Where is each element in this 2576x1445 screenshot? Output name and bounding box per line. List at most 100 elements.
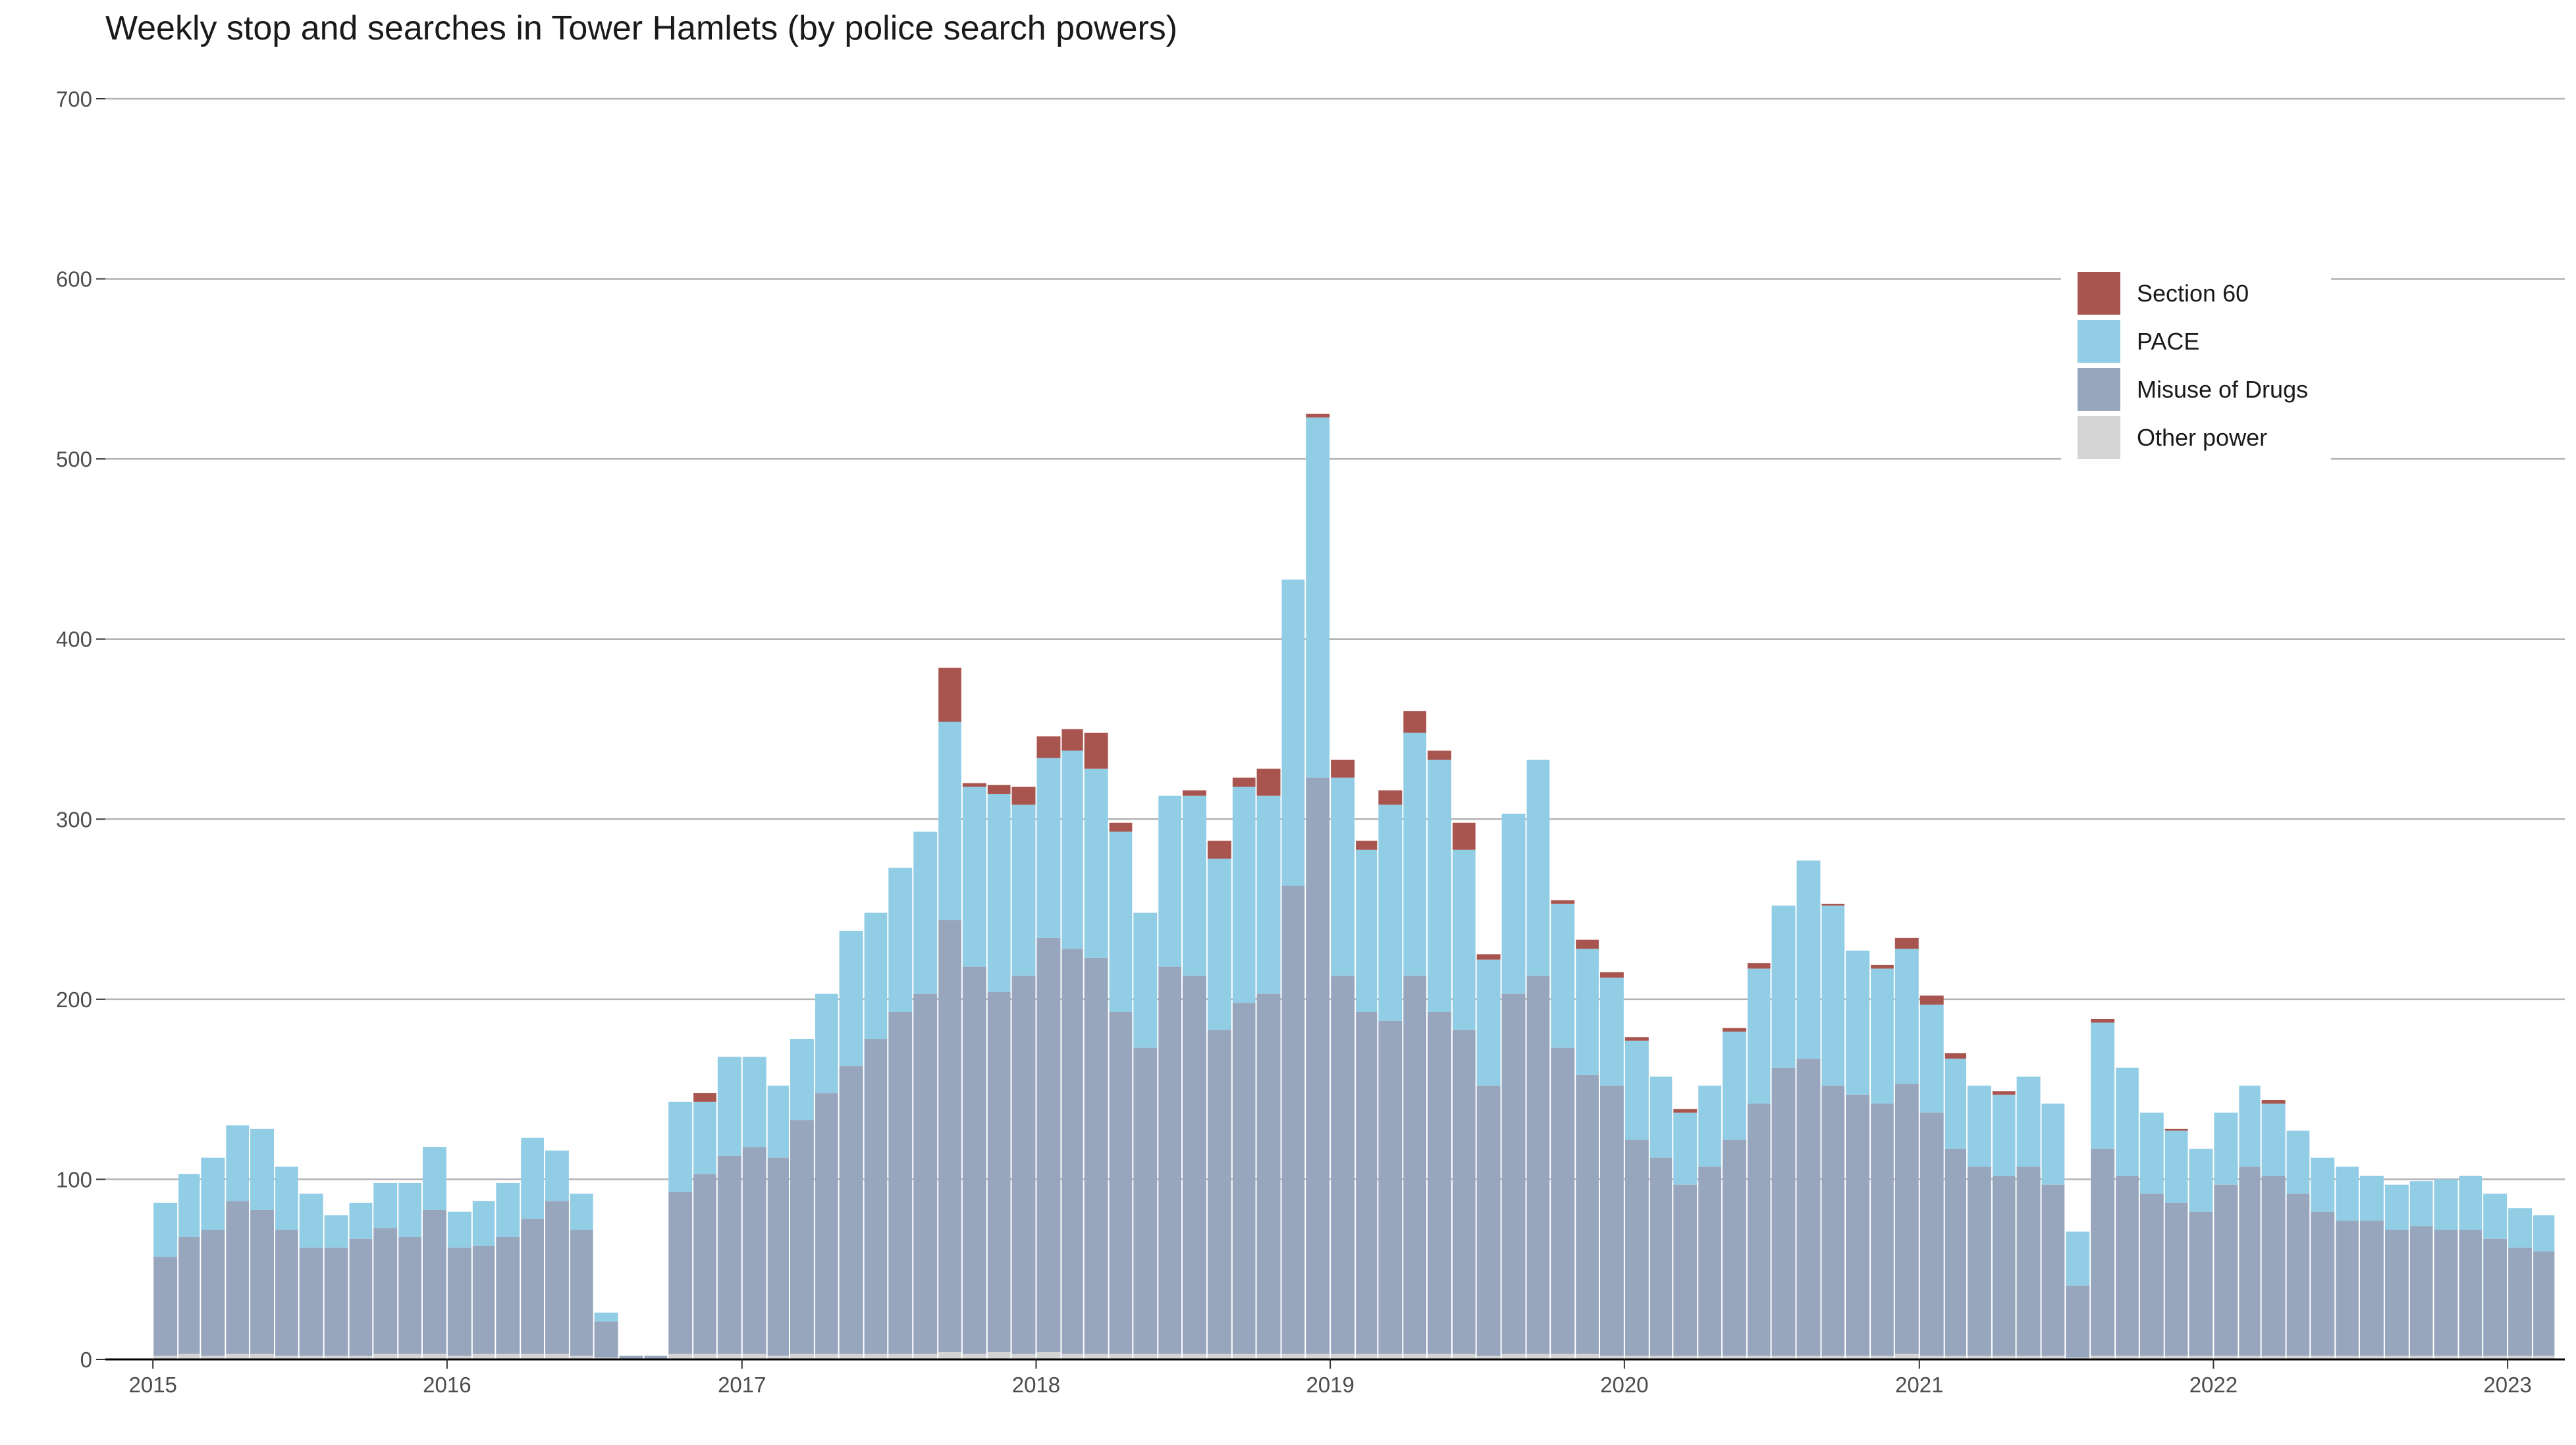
- bar-segment-section-60: [1871, 964, 1894, 969]
- bar-segment-pace: [1624, 1040, 1649, 1140]
- bar-segment-misuse-of-drugs: [226, 1201, 250, 1354]
- bar-segment-other-power: [1182, 1353, 1206, 1359]
- axes: 0 100 200 300 400 500 600 700 2015 2016 2017 2018 20…: [56, 87, 2565, 1397]
- bar-segment-section-60: [1403, 711, 1427, 733]
- bar-segment-misuse-of-drugs: [1256, 993, 1281, 1354]
- bar-segment-section-60: [1109, 822, 1133, 832]
- x-tick-label: 2017: [718, 1373, 766, 1397]
- bar-segment-misuse-of-drugs: [1011, 976, 1036, 1354]
- bar-segment-other-power: [2359, 1355, 2384, 1359]
- bar-segment-other-power: [2189, 1355, 2213, 1359]
- bar-segment-misuse-of-drugs: [349, 1238, 373, 1356]
- bar-segment-misuse-of-drugs: [1403, 976, 1427, 1354]
- bar-segment-other-power: [153, 1355, 178, 1359]
- bar-segment-misuse-of-drugs: [2311, 1211, 2335, 1356]
- bar-segment-other-power: [570, 1355, 593, 1359]
- bar-segment-misuse-of-drugs: [913, 993, 938, 1354]
- bar-segment-pace: [2459, 1175, 2482, 1230]
- bar-segment-pace: [2409, 1181, 2433, 1226]
- bar-segment-other-power: [2239, 1355, 2261, 1359]
- bar-segment-other-power: [1796, 1355, 1821, 1359]
- bar-segment-pace: [1011, 804, 1036, 976]
- bar-segment-misuse-of-drugs: [201, 1230, 225, 1356]
- bar-segment-other-power: [1992, 1355, 2016, 1359]
- bar-segment-other-power: [2508, 1355, 2533, 1359]
- bar-segment-section-60: [1821, 903, 1845, 906]
- bar-segment-misuse-of-drugs: [1476, 1086, 1501, 1356]
- bar-segment-other-power: [1624, 1355, 1649, 1359]
- bar-segment-misuse-of-drugs: [1821, 1086, 1845, 1356]
- bar-segment-other-power: [1945, 1355, 1966, 1359]
- bar-segment-other-power: [1133, 1353, 1158, 1359]
- bar-segment-other-power: [275, 1355, 298, 1359]
- x-tick-label: 2022: [2189, 1373, 2238, 1397]
- bar-segment-misuse-of-drugs: [2214, 1184, 2238, 1356]
- bar-segment-pace: [1722, 1032, 1746, 1140]
- bar-segment-pace: [864, 912, 888, 1039]
- bar-segment-other-power: [1256, 1353, 1281, 1359]
- bar-segment-pace: [250, 1128, 274, 1210]
- bar-segment-other-power: [1919, 1355, 1944, 1359]
- bar-segment-misuse-of-drugs: [1894, 1084, 1919, 1354]
- bar-segment-pace: [938, 722, 961, 920]
- bar-segment-section-60: [1722, 1028, 1746, 1032]
- bar-segment-pace: [1306, 417, 1330, 778]
- bar-segment-misuse-of-drugs: [2533, 1251, 2555, 1356]
- bar-segment-section-60: [1256, 768, 1281, 796]
- bar-segment-other-power: [1011, 1353, 1036, 1359]
- bar-segment-other-power: [1036, 1352, 1061, 1359]
- bar-segment-pace: [201, 1157, 225, 1230]
- bar-segment-misuse-of-drugs: [299, 1248, 323, 1356]
- bar-segment-other-power: [938, 1352, 961, 1359]
- bar-segment-other-power: [1576, 1353, 1599, 1359]
- bar-segment-pace: [742, 1057, 766, 1147]
- bar-segment-misuse-of-drugs: [422, 1209, 446, 1354]
- bar-segment-misuse-of-drugs: [1158, 966, 1181, 1354]
- bar-segment-pace: [2091, 1022, 2115, 1149]
- bar-segment-pace: [2434, 1179, 2458, 1230]
- bar-segment-misuse-of-drugs: [594, 1321, 618, 1358]
- bar-segment-pace: [2508, 1208, 2533, 1248]
- bar-segment-section-60: [1428, 750, 1451, 760]
- bar-segment-pace: [472, 1201, 495, 1246]
- bar-segment-pace: [1599, 978, 1624, 1086]
- bar-segment-pace: [1846, 950, 1870, 1095]
- bar-segment-section-60: [1036, 736, 1061, 758]
- bar-segment-misuse-of-drugs: [1084, 957, 1108, 1354]
- bar-segment-misuse-of-drugs: [742, 1147, 766, 1354]
- bar-segment-other-power: [1306, 1353, 1330, 1359]
- bar-segment-section-60: [1011, 787, 1036, 805]
- bar-segment-pace: [1551, 903, 1575, 1048]
- bar-segment-other-power: [839, 1353, 863, 1359]
- bar-segment-pace: [2139, 1113, 2164, 1194]
- bar-segment-pace: [1967, 1086, 1991, 1167]
- bar-segment-misuse-of-drugs: [275, 1230, 298, 1356]
- bar-segment-other-power: [913, 1353, 938, 1359]
- bar-segment-misuse-of-drugs: [570, 1230, 593, 1356]
- bar-segment-pace: [1207, 858, 1231, 1030]
- bar-segment-pace: [1281, 579, 1305, 886]
- x-tick-label: 2019: [1306, 1373, 1354, 1397]
- bar-segment-misuse-of-drugs: [1551, 1047, 1575, 1354]
- bar-segment-pace: [1576, 949, 1599, 1075]
- bar-segment-misuse-of-drugs: [1698, 1167, 1721, 1356]
- y-tick-label: 200: [56, 987, 92, 1012]
- bar-segment-misuse-of-drugs: [1061, 949, 1083, 1354]
- bar-segment-misuse-of-drugs: [2066, 1285, 2090, 1358]
- bar-segment-pace: [1526, 760, 1550, 976]
- bar-segment-section-60: [1452, 822, 1476, 850]
- bar-segment-pace: [1650, 1076, 1673, 1158]
- bar-segment-misuse-of-drugs: [1378, 1020, 1403, 1354]
- bar-segment-misuse-of-drugs: [767, 1157, 789, 1356]
- bar-segment-misuse-of-drugs: [1356, 1012, 1378, 1354]
- bar-segment-pace: [888, 868, 913, 1012]
- bar-segment-misuse-of-drugs: [1182, 976, 1206, 1354]
- bar-segment-pace: [2016, 1076, 2041, 1167]
- bar-segment-misuse-of-drugs: [1428, 1012, 1451, 1354]
- bar-segment-misuse-of-drugs: [1452, 1030, 1476, 1354]
- bar-segment-other-power: [2116, 1355, 2139, 1359]
- bar-segment-misuse-of-drugs: [1771, 1067, 1796, 1356]
- bar-segment-other-power: [742, 1353, 766, 1359]
- bar-segment-pace: [1796, 860, 1821, 1059]
